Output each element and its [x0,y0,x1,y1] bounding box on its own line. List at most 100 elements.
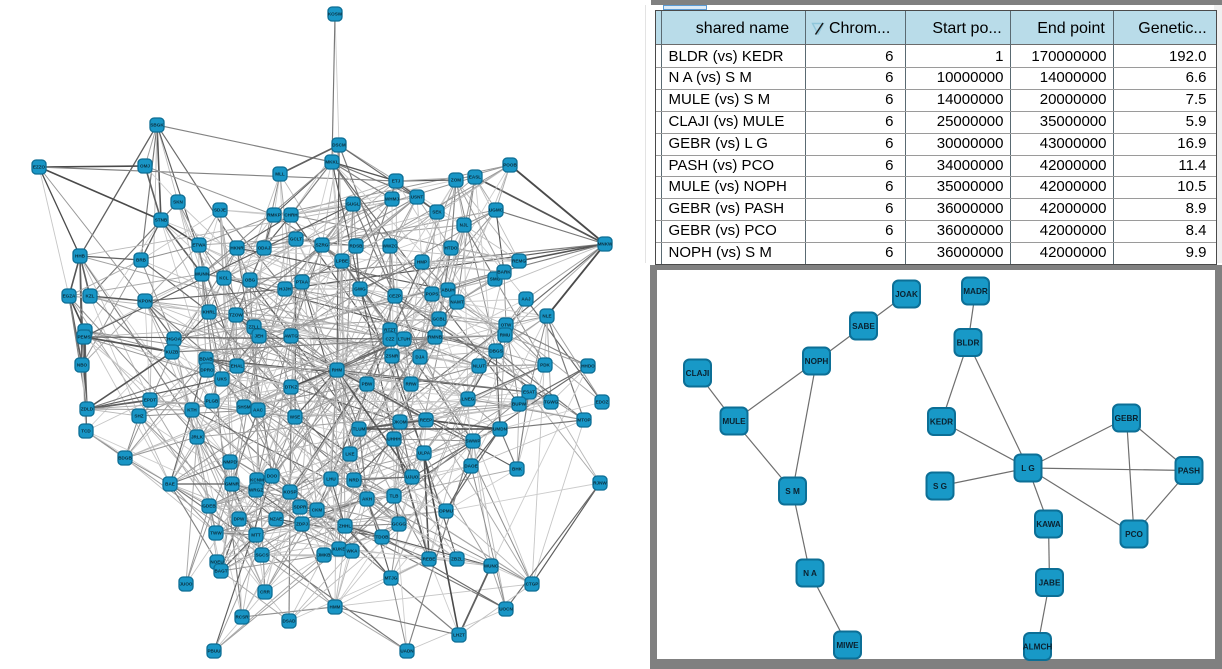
svg-text:RHM: RHM [332,368,343,373]
svg-text:ETJ: ETJ [392,179,401,184]
svg-text:SKN: SKN [173,200,183,205]
svg-text:WSE: WSE [290,415,300,420]
svg-text:HMM: HMM [330,605,341,610]
svg-text:STNB: STNB [155,218,168,223]
svg-text:KTH: KTH [187,408,197,413]
svg-text:N A: N A [803,569,817,578]
svg-text:MKKL: MKKL [325,160,338,165]
svg-text:TDOB: TDOB [375,535,389,540]
svg-text:JUOO: JUOO [179,582,192,587]
svg-text:ZDPJ: ZDPJ [296,522,308,527]
svg-text:MIWE: MIWE [836,641,859,650]
svg-text:NZAE: NZAE [270,517,283,522]
svg-text:BDGB: BDGB [118,456,132,461]
svg-text:PBW: PBW [362,382,373,387]
svg-text:ZOM: ZOM [451,178,461,183]
svg-text:DOO: DOO [267,474,278,479]
svg-text:RMU: RMU [500,333,511,338]
svg-text:RTZT: RTZT [384,328,396,333]
svg-text:DBGS: DBGS [489,349,502,354]
svg-text:POOB: POOB [503,163,517,168]
svg-text:JMKB: JMKB [317,553,331,558]
svg-text:HHB: HHB [75,254,86,259]
svg-text:ABUH: ABUH [441,288,455,293]
svg-text:AAJ: AAJ [521,297,531,302]
svg-text:PEMS: PEMS [77,335,90,340]
svg-text:DTKZ: DTKZ [285,385,297,390]
svg-text:JKOM: JKOM [393,420,406,425]
svg-text:JOAK: JOAK [895,290,918,299]
svg-text:POPS: POPS [426,292,439,297]
svg-text:MULE: MULE [722,417,746,426]
svg-text:UOCN: UOCN [499,607,513,612]
svg-text:DAOE: DAOE [464,464,477,469]
svg-text:AKH: AKH [362,497,373,502]
svg-text:MTOP: MTOP [577,418,590,423]
svg-text:LKE: LKE [345,452,354,457]
svg-text:HKNR: HKNR [230,246,244,251]
svg-text:L G: L G [1021,464,1035,473]
svg-text:GDEB: GDEB [202,504,216,509]
svg-text:PASH: PASH [1178,467,1200,476]
svg-text:WWZC: WWZC [383,244,398,249]
svg-text:GWG: GWG [354,287,366,292]
svg-text:SMG: SMG [490,277,501,282]
svg-text:PTAA: PTAA [296,280,309,285]
svg-text:SDJE: SDJE [214,208,226,213]
svg-text:KZL: KZL [86,294,95,299]
svg-text:ZSNR: ZSNR [386,354,399,359]
svg-text:BAGT: BAGT [214,569,227,574]
svg-text:GUGL: GUGL [346,202,359,207]
svg-text:AWTG: AWTG [284,334,298,339]
svg-text:KHRL: KHRL [203,310,216,315]
svg-text:ZZLL: ZZLL [248,325,259,330]
svg-text:DPRO: DPRO [200,368,214,373]
svg-text:PDK: PDK [540,363,550,368]
svg-text:SHSM: SHSM [237,405,250,410]
svg-text:JABE: JABE [1039,579,1061,588]
svg-text:EDOZ: EDOZ [596,400,609,405]
svg-text:SHZ: SHZ [134,414,143,419]
svg-text:HGOA: HGOA [167,337,181,342]
svg-text:DJA: DJA [415,355,425,360]
svg-text:DSAD: DSAD [282,619,296,624]
svg-text:EASL: EASL [469,175,481,180]
svg-text:EGZA: EGZA [63,294,76,299]
svg-text:RMKP: RMKP [267,213,281,218]
svg-text:TLUM: TLUM [353,427,366,432]
svg-text:RJNW: RJNW [593,481,607,486]
svg-text:CKM: CKM [312,508,323,513]
svg-text:RMNB: RMNB [428,335,442,340]
svg-text:LHZT: LHZT [453,633,465,638]
svg-text:WUNC: WUNC [484,564,499,569]
svg-text:GEBR: GEBR [1115,414,1139,423]
svg-text:NLUT: NLUT [473,364,485,369]
svg-text:ETWA: ETWA [192,243,206,248]
svg-text:SGCS: SGCS [255,553,268,558]
svg-text:KCNM: KCNM [250,478,264,483]
svg-text:NJL: NJL [460,223,469,228]
svg-text:BUPW: BUPW [512,402,527,407]
svg-text:BARK: BARK [497,270,511,275]
svg-text:UJUO: UJUO [406,475,419,480]
svg-text:TGWG: TGWG [544,400,559,405]
svg-text:GMNR: GMNR [225,482,240,487]
svg-text:SEK: SEK [432,210,442,215]
svg-text:JRLK: JRLK [191,435,204,440]
svg-text:TCD: TCD [81,429,91,434]
svg-text:GCBL: GCBL [432,317,445,322]
svg-text:TZOW: TZOW [229,313,243,318]
svg-text:SDPR: SDPR [294,505,307,510]
svg-text:PLGB: PLGB [206,399,219,404]
svg-text:EZZO: EZZO [33,165,46,170]
svg-text:TLB: TLB [390,494,400,499]
svg-text:OTW: OTW [501,323,512,328]
svg-text:NOPH: NOPH [805,357,829,366]
svg-text:BLDR: BLDR [957,339,980,348]
svg-text:ZHHL: ZHHL [339,524,351,529]
svg-text:REEP: REEP [420,418,433,423]
svg-text:RCSR: RCSR [235,615,249,620]
svg-text:MADR: MADR [963,287,988,296]
svg-text:WUNN: WUNN [195,272,210,277]
svg-text:REBE: REBE [423,557,436,562]
